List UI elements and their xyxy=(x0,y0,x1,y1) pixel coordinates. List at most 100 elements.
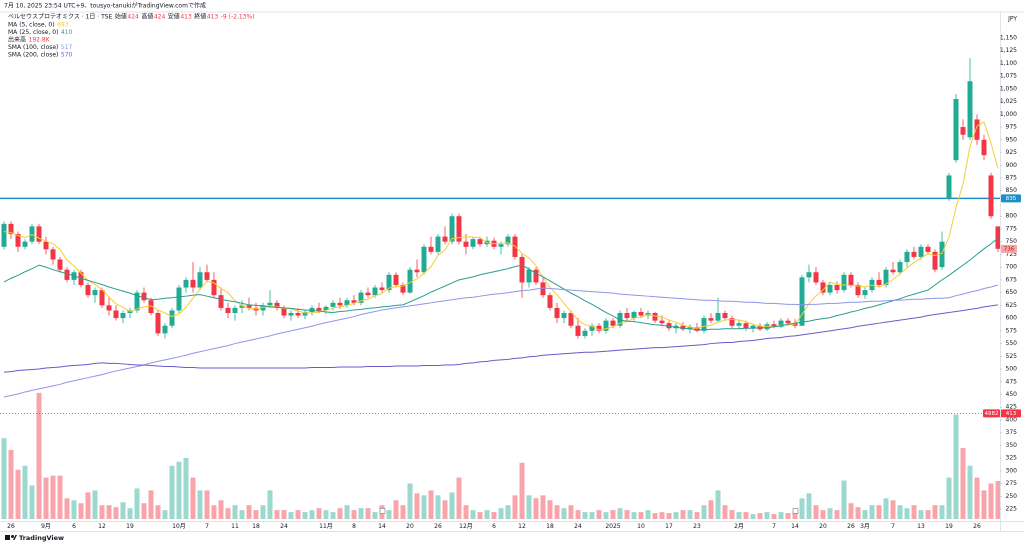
candle-body xyxy=(890,269,896,273)
volume-bar xyxy=(463,505,469,519)
volume-bar xyxy=(148,490,154,519)
candle-body xyxy=(351,300,357,303)
legend-name: SMA (100, close) xyxy=(8,44,58,51)
candle-body xyxy=(442,236,448,242)
volume-bar xyxy=(155,505,161,519)
legend-name: 出来高 xyxy=(8,36,26,44)
candle-body xyxy=(92,290,98,296)
volume-bar xyxy=(722,505,728,519)
volume-bar xyxy=(134,488,140,519)
legend-name: MA (5, close, 0) xyxy=(8,22,55,29)
volume-bar xyxy=(218,500,224,519)
volume-bar xyxy=(869,505,875,519)
candle-body xyxy=(344,300,350,306)
volume-bar xyxy=(575,510,581,519)
indicator-line xyxy=(3,284,999,398)
x-tick-label: 24 xyxy=(574,523,582,530)
x-tick-label: 7 xyxy=(772,523,776,530)
volume-bar xyxy=(456,477,462,519)
volume-bar xyxy=(645,510,651,519)
volume-bar xyxy=(750,514,756,519)
candle-body xyxy=(218,295,224,308)
candle-body xyxy=(120,312,126,319)
volume-bar xyxy=(617,508,623,519)
y-tick-label: 800 xyxy=(1006,213,1018,220)
volume-bar xyxy=(652,513,658,519)
volume-bar xyxy=(981,490,987,519)
x-tick-label: 12 xyxy=(98,523,106,530)
candle-body xyxy=(113,310,119,319)
candle-body xyxy=(806,272,812,278)
price-tag xyxy=(1001,244,1017,253)
volume-bar xyxy=(792,512,798,519)
volume-bar xyxy=(834,510,840,519)
volume-bar xyxy=(449,492,455,519)
candle-body xyxy=(428,246,434,252)
candle-body xyxy=(911,251,917,257)
candle-body xyxy=(57,259,63,270)
volume-bar xyxy=(106,505,112,519)
volume-bar xyxy=(890,500,896,519)
price-tag xyxy=(1001,194,1021,203)
volume-bar xyxy=(183,457,189,519)
legend-value: 410 xyxy=(61,29,73,36)
event-marker[interactable] xyxy=(792,508,799,514)
volume-bar xyxy=(638,512,644,519)
candle-body xyxy=(883,269,889,285)
volume-bar xyxy=(988,483,994,519)
candle-body xyxy=(330,302,336,307)
candle-body xyxy=(841,274,847,291)
volume-bar xyxy=(162,510,168,519)
volume-bar xyxy=(694,512,700,519)
x-tick-label: 8 xyxy=(352,523,356,530)
volume-bar xyxy=(813,505,819,519)
candle-body xyxy=(974,119,980,140)
volume-bar xyxy=(519,462,525,519)
x-tick-label: 2月 xyxy=(734,523,744,530)
created-note: 7月 10, 2025 23:54 UTC+9、tousyo-tanukiがTr… xyxy=(4,2,206,10)
volume-bar xyxy=(78,503,84,519)
y-tick-label: 925 xyxy=(1006,149,1018,156)
volume-bar xyxy=(484,510,490,519)
y-tick-label: 900 xyxy=(1006,162,1018,169)
candle-body xyxy=(764,324,770,330)
candle-body xyxy=(750,325,756,329)
candle-body xyxy=(652,312,658,321)
volume-bar xyxy=(274,510,280,519)
candle-body xyxy=(575,325,581,336)
event-marker[interactable] xyxy=(379,508,386,514)
volume-bar xyxy=(288,512,294,519)
volume-bar xyxy=(295,510,301,519)
candle-body xyxy=(687,327,693,330)
volume-bar xyxy=(344,505,350,519)
volume-bar xyxy=(589,512,595,519)
watermark-logo xyxy=(5,535,17,540)
line-tag xyxy=(983,409,1000,418)
x-tick-label: 6 xyxy=(492,523,496,530)
y-tick-label: 350 xyxy=(1006,442,1018,449)
currency-label: JPY xyxy=(1007,16,1017,23)
candle-body xyxy=(624,312,630,319)
price-tag-label: 736 xyxy=(1004,246,1015,252)
y-tick-label: 375 xyxy=(1006,429,1018,436)
volume-bar xyxy=(848,503,854,519)
candle-body xyxy=(988,175,994,217)
line-tag-label: 4882 xyxy=(985,411,999,417)
candle-body xyxy=(379,287,385,291)
volume-bar xyxy=(323,510,329,519)
ohlc-label: 高値 xyxy=(141,13,153,21)
y-tick-label: 650 xyxy=(1006,289,1018,296)
volume-bar xyxy=(624,510,630,519)
y-tick-label: 225 xyxy=(1006,506,1018,513)
volume-bar xyxy=(568,505,574,519)
x-tick-label: 7 xyxy=(205,523,209,530)
volume-bar xyxy=(64,498,70,519)
volume-bar xyxy=(211,505,217,519)
x-tick-label: 2025 xyxy=(605,523,620,530)
candle-body xyxy=(400,284,406,293)
x-tick-label: 18 xyxy=(252,523,260,530)
y-tick-label: 600 xyxy=(1006,315,1018,322)
candle-body xyxy=(533,269,539,283)
volume-bar xyxy=(267,490,273,519)
